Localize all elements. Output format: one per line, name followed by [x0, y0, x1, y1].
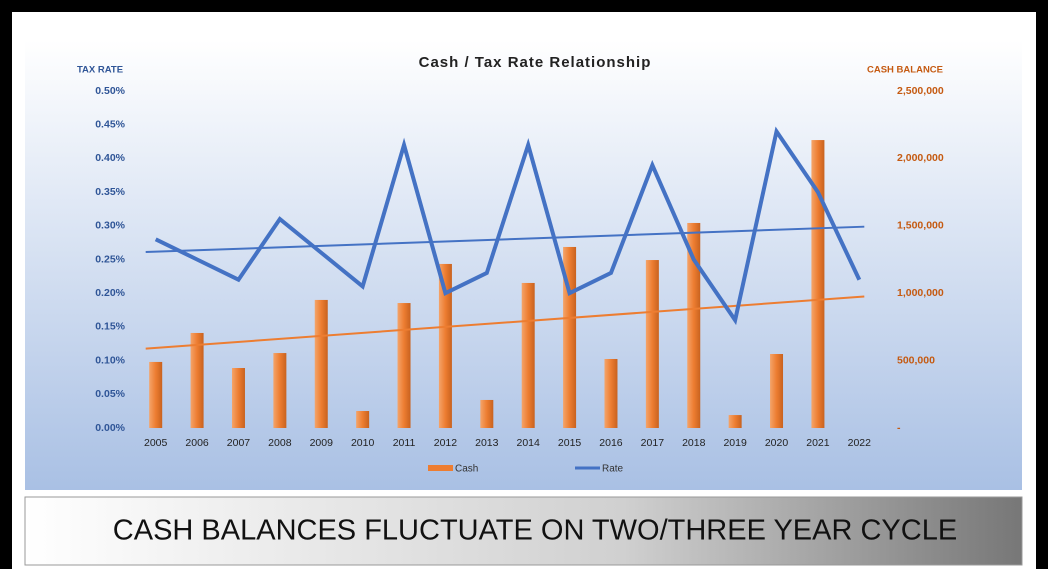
bar	[231, 368, 245, 428]
x-tick-label: 2015	[558, 437, 582, 449]
bar	[687, 222, 701, 428]
x-tick-label: 2010	[351, 437, 375, 449]
x-tick-label: 2005	[144, 437, 168, 449]
banner-text: CASH BALANCES FLUCTUATE ON TWO/THREE YEA…	[113, 515, 957, 547]
bar	[149, 361, 163, 428]
x-tick-label: 2009	[310, 437, 334, 449]
bar	[273, 353, 287, 428]
x-tick-label: 2008	[268, 437, 292, 449]
x-tick-label: 2020	[765, 437, 789, 449]
y2-tick-label: -	[897, 422, 901, 434]
bar	[438, 263, 452, 428]
bar	[521, 282, 535, 428]
bar	[604, 358, 618, 428]
x-tick-label: 2007	[227, 437, 251, 449]
trendline	[145, 225, 865, 254]
bar	[190, 332, 204, 428]
y2-tick-label: 2,000,000	[897, 152, 944, 164]
legend-swatch	[428, 465, 453, 471]
chart-title: Cash / Tax Rate Relationship	[419, 54, 652, 71]
bar	[356, 411, 370, 428]
x-tick-label: 2013	[475, 437, 499, 449]
y2-axis-title: CASH BALANCE	[867, 65, 943, 76]
x-tick-label: 2018	[682, 437, 706, 449]
y-tick-label: 0.45%	[95, 118, 125, 130]
y-tick-label: 0.35%	[95, 186, 125, 198]
bar	[770, 353, 784, 428]
y-tick-label: 0.25%	[95, 253, 125, 265]
bar	[811, 140, 825, 428]
x-tick-label: 2021	[806, 437, 830, 449]
line	[154, 126, 862, 326]
y-tick-label: 0.20%	[95, 287, 125, 299]
x-tick-label: 2014	[517, 437, 541, 449]
y-tick-label: 0.50%	[95, 85, 125, 97]
y-tick-label: 0.00%	[95, 422, 125, 434]
bar	[728, 415, 742, 428]
x-tick-label: 2022	[848, 437, 872, 449]
y2-tick-label: 2,500,000	[897, 85, 944, 97]
y-tick-label: 0.15%	[95, 321, 125, 333]
y-tick-label: 0.10%	[95, 354, 125, 366]
bar	[645, 260, 659, 428]
bar	[480, 399, 494, 428]
y2-tick-label: 500,000	[897, 354, 935, 366]
x-tick-label: 2016	[599, 437, 623, 449]
bar	[397, 303, 411, 428]
bar	[314, 299, 328, 428]
y-tick-label: 0.05%	[95, 388, 125, 400]
legend-label: Rate	[602, 464, 624, 475]
legend-label: Cash	[455, 464, 478, 475]
x-tick-label: 2019	[723, 437, 747, 449]
x-tick-label: 2011	[393, 437, 416, 449]
x-tick-label: 2017	[641, 437, 665, 449]
x-tick-label: 2006	[185, 437, 209, 449]
y-tick-label: 0.40%	[95, 152, 125, 164]
y-tick-label: 0.30%	[95, 220, 125, 232]
banner-box	[24, 496, 1023, 566]
x-tick-label: 2012	[434, 437, 458, 449]
y2-tick-label: 1,500,000	[897, 220, 944, 232]
y2-tick-label: 1,000,000	[897, 287, 944, 299]
y-axis-title: TAX RATE	[77, 65, 123, 76]
trendline	[145, 295, 865, 350]
